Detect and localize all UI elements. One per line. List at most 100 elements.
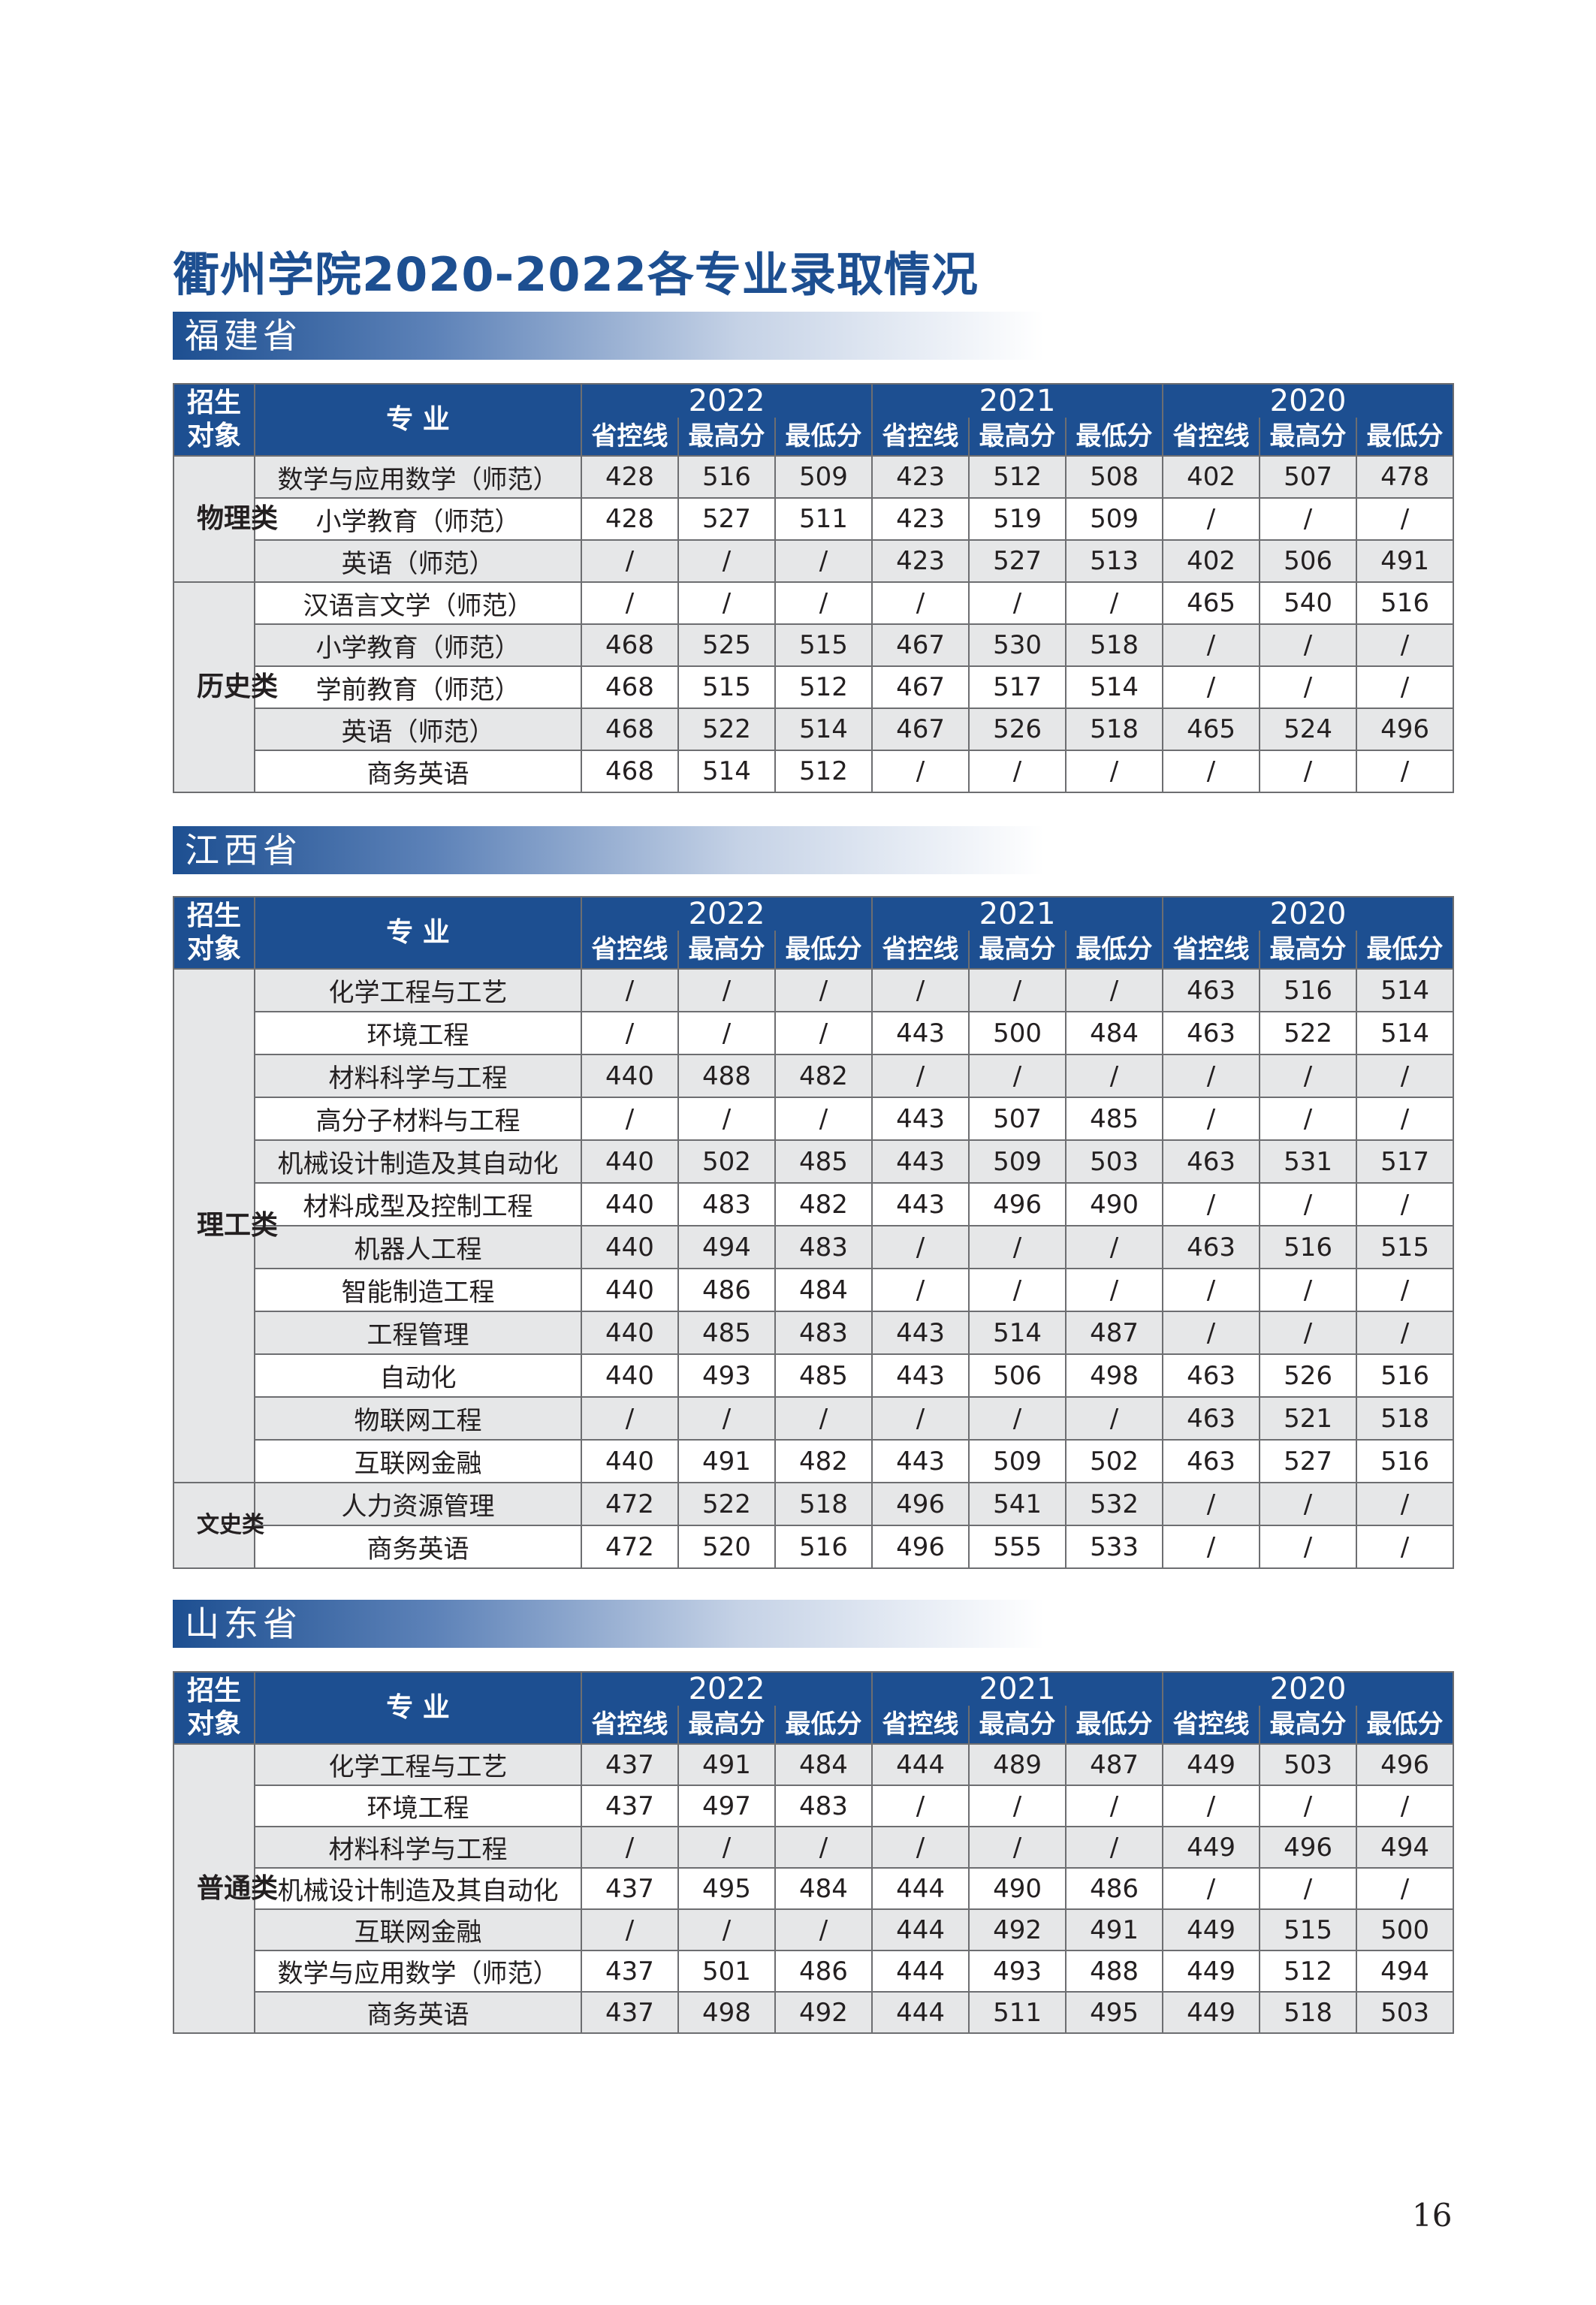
table-row: 小学教育（师范） 468 525 515 467 530 518// / [173,623,1455,667]
score-cell: 515 [677,665,776,709]
score-cell: 440 [581,1353,679,1398]
score-cell: 449 [1162,1991,1261,2034]
score-cell: 440 [581,1311,679,1355]
score-cell: 522 [677,1482,776,1526]
score-cell: 494 [677,1225,776,1269]
score-cell: / [1065,1054,1164,1098]
header-subcol: 最低分 [1356,418,1455,457]
admission-table-jiangxi: 招生 对象专 业 2022 2021 2020 省控线 最高分 最低分 省控线 最高分 最低分 省控线… [173,896,1455,1569]
header-subcol: 最低分 [1356,1706,1455,1745]
score-cell: 486 [774,1950,873,1993]
score-cell: / [581,581,679,625]
header-subcol: 最低分 [1065,1706,1164,1745]
score-cell: / [871,1785,970,1827]
major-cell: 英语（师范） [254,707,582,751]
score-cell: 468 [581,750,679,793]
score-cell: / [1259,665,1358,709]
score-cell: 508 [1065,455,1164,499]
major-cell: 数学与应用数学（师范） [254,1950,582,1993]
province-banner-shandong: 山东省 [173,1600,1044,1648]
score-cell: 486 [677,1268,776,1312]
score-cell: 503 [1065,1139,1164,1184]
score-cell: / [968,1785,1067,1827]
score-cell: 494 [1356,1826,1455,1869]
score-cell: / [581,539,679,583]
page-title: 衢州学院2020-2022各专业录取情况 [173,247,979,302]
score-cell: 463 [1162,1439,1261,1483]
score-cell: 516 [1259,968,1358,1012]
score-cell: 485 [1065,1097,1164,1141]
score-cell: 444 [871,1867,970,1910]
major-cell: 小学教育（师范） [254,497,582,541]
score-cell: / [1356,1482,1455,1526]
score-cell: 483 [774,1311,873,1355]
score-cell: 496 [1356,1743,1455,1786]
score-cell: / [677,1097,776,1141]
score-cell: 497 [677,1785,776,1827]
score-cell: / [774,1097,873,1141]
table-row: 互联网金融 440 491 482 443 509 502 463 527 516 [173,1439,1455,1483]
score-cell: / [774,1396,873,1441]
score-cell: 467 [871,707,970,751]
header-category: 招生 对象 [173,1671,255,1745]
major-cell: 材料科学与工程 [254,1826,582,1869]
score-cell: 526 [968,707,1067,751]
score-cell: 402 [1162,539,1261,583]
score-cell: 514 [1356,968,1455,1012]
score-cell: 507 [968,1097,1067,1141]
score-cell: / [1356,623,1455,667]
table-row: 小学教育（师范） 428 527 511 423 519 509// / [173,497,1455,541]
header-category: 招生 对象 [173,383,255,457]
score-cell: 465 [1162,581,1261,625]
score-cell: / [1162,1268,1261,1312]
header-subcol: 省控线 [581,931,679,970]
score-cell: / [774,1826,873,1869]
header-year: 2022 [580,383,873,418]
score-cell: / [1259,497,1358,541]
score-cell: 503 [1356,1991,1455,2034]
score-cell: 487 [1065,1743,1164,1786]
score-cell: 482 [774,1054,873,1098]
score-cell: 509 [774,455,873,499]
score-cell: / [871,1826,970,1869]
table-row: 机械设计制造及其自动化 440 502 485 443 509 503 463 531 517 [173,1139,1455,1184]
score-cell: 496 [871,1525,970,1569]
score-cell: 485 [774,1139,873,1184]
score-cell: 493 [677,1353,776,1398]
header-subcol: 省控线 [1162,418,1261,457]
score-cell: / [1259,1867,1358,1910]
header-row-subcols: 省控线 最高分 最低分 省控线 最高分 最低分 省控线 最高分 最低分 [173,931,1455,970]
category-cell: 物理类 [173,455,278,583]
major-cell: 数学与应用数学（师范） [254,455,582,499]
header-subcol: 最高分 [677,1706,776,1745]
score-cell: 428 [581,497,679,541]
score-cell: 443 [871,1182,970,1226]
score-cell: 540 [1259,581,1358,625]
header-year: 2022 [580,1671,873,1706]
score-cell: 402 [1162,455,1261,499]
header-major: 专 业 [254,896,582,970]
table-row: 工程管理 440 485 483 443 514 487// / [173,1311,1455,1355]
score-cell: 500 [968,1011,1067,1055]
score-cell: / [968,581,1067,625]
score-cell: 490 [1065,1182,1164,1226]
score-cell: 514 [677,750,776,793]
province-name: 山东省 [185,1604,302,1644]
major-cell: 材料科学与工程 [254,1054,582,1098]
header-row-subcols: 省控线 最高分 最低分 省控线 最高分 最低分 省控线 最高分 最低分 [173,418,1455,457]
score-cell: 487 [1065,1311,1164,1355]
score-cell: 518 [1065,707,1164,751]
score-cell: / [1259,1182,1358,1226]
score-cell: / [1162,1525,1261,1569]
header-subcol: 最高分 [677,931,776,970]
score-cell: 488 [1065,1950,1164,1993]
score-cell: 531 [1259,1139,1358,1184]
header-category: 招生 对象 [173,896,255,970]
score-cell: 515 [774,623,873,667]
score-cell: 496 [1259,1826,1358,1869]
score-cell: / [1356,1525,1455,1569]
major-cell: 互联网金融 [254,1908,582,1951]
header-subcol: 最高分 [968,931,1067,970]
header-subcol: 省控线 [871,931,970,970]
table-row: 机械设计制造及其自动化 437 495 484 444 490 486// / [173,1867,1455,1910]
